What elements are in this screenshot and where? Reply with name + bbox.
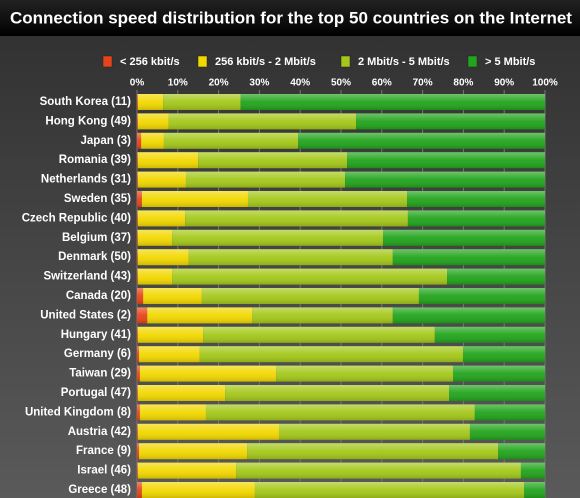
bar-gloss [137, 249, 545, 266]
bar-gloss [137, 462, 545, 479]
x-tick-label: 10% [168, 78, 188, 89]
category-label: France (9) [76, 445, 131, 457]
bar-gloss [137, 229, 545, 246]
category-label: Germany (6) [64, 348, 131, 360]
category-label: Czech Republic (40) [22, 212, 131, 224]
x-tick-label: 40% [290, 78, 310, 89]
category-label: Portugal (47) [61, 387, 131, 399]
legend-swatch [467, 55, 478, 68]
category-label: United States (2) [40, 309, 131, 321]
title-bar [0, 0, 580, 36]
bar-gloss [137, 132, 545, 149]
category-label: Austria (42) [68, 426, 131, 438]
category-label: Hong Kong (49) [45, 115, 131, 127]
category-label: Romania (39) [59, 154, 131, 166]
category-label: Greece (48) [68, 484, 131, 496]
category-label: Switzerland (43) [43, 271, 131, 283]
bar-gloss [137, 94, 545, 110]
category-label: Belgium (37) [62, 232, 131, 244]
chart-title: Connection speed distribution for the to… [10, 8, 572, 27]
legend-swatch [102, 55, 113, 68]
x-tick-label: 30% [249, 78, 269, 89]
x-tick-label: 90% [494, 78, 514, 89]
x-tick-label: 20% [209, 78, 229, 89]
category-label: Sweden (35) [64, 193, 131, 205]
bar-gloss [137, 307, 545, 324]
bar-gloss [137, 404, 545, 421]
x-tick-label: 50% [331, 78, 351, 89]
x-tick-label: 100% [532, 78, 558, 89]
bar-gloss [137, 268, 545, 285]
legend-label: < 256 kbit/s [120, 56, 180, 68]
bar-gloss [137, 443, 545, 460]
category-label: United Kingdom (8) [25, 406, 131, 418]
legend-swatch [197, 55, 208, 68]
bar-gloss [137, 113, 545, 130]
legend-label: > 5 Mbit/s [485, 56, 535, 68]
bar-gloss [137, 210, 545, 227]
category-label: Japan (3) [81, 135, 132, 147]
category-label: South Korea (11) [40, 96, 132, 108]
legend-label: 2 Mbit/s - 5 Mbit/s [358, 56, 450, 68]
bar-gloss [137, 385, 545, 401]
x-tick-label: 60% [372, 78, 392, 89]
legend-swatch [340, 55, 351, 68]
legend-label: 256 kbit/s - 2 Mbit/s [215, 56, 316, 68]
bar-gloss [137, 191, 545, 207]
bar-gloss [137, 365, 545, 382]
x-tick-label: 0% [130, 78, 145, 89]
category-label: Hungary (41) [61, 329, 131, 341]
bar-gloss [137, 152, 545, 169]
x-tick-label: 80% [453, 78, 473, 89]
bar-gloss [137, 346, 545, 363]
category-label: Denmark (50) [58, 251, 131, 263]
category-label: Israel (46) [77, 465, 131, 477]
bar-gloss [137, 423, 545, 440]
bar-gloss [137, 171, 545, 188]
category-label: Netherlands (31) [41, 174, 131, 186]
bar-gloss [137, 482, 545, 498]
x-tick-label: 70% [413, 78, 433, 89]
category-label: Canada (20) [66, 290, 131, 302]
bar-gloss [137, 326, 545, 343]
category-label: Taiwan (29) [69, 368, 131, 380]
bar-gloss [137, 288, 545, 304]
